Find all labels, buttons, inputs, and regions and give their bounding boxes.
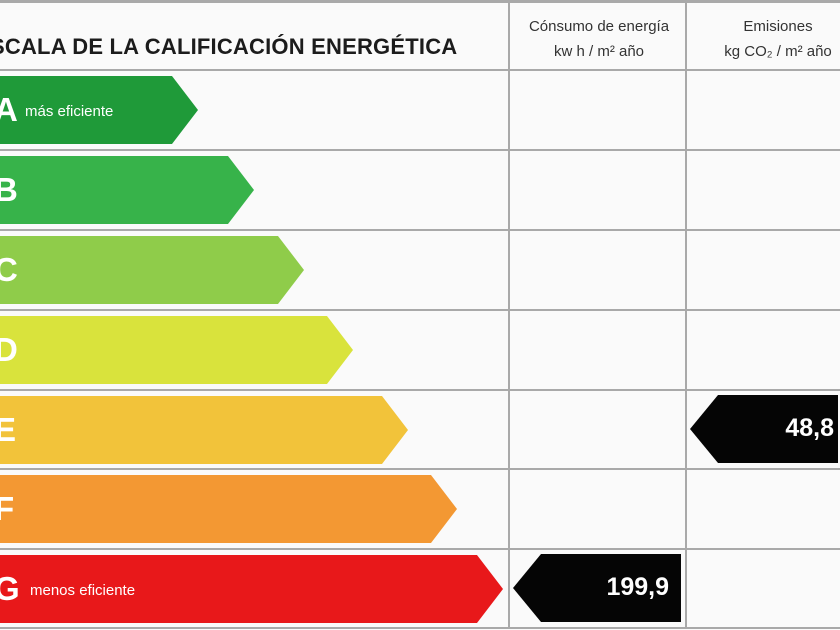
grade-label: menos eficiente (30, 582, 136, 599)
grade-letter: A (0, 91, 18, 128)
grid-top-line (0, 0, 840, 2)
grade-arrow-shape (0, 555, 503, 623)
grade-letter: B (0, 171, 18, 208)
emissions-header-line1: Emisiones (743, 18, 813, 35)
grade-label: más eficiente (25, 103, 114, 120)
emissions-marker-value: 48,8 (785, 414, 834, 442)
consumption-header-line1: Cónsumo de energía (528, 18, 670, 35)
grid-hline (0, 627, 840, 629)
grid-hline (0, 149, 840, 151)
chart-title: SCALA DE LA CALIFICACIÓN ENERGÉTICA (0, 34, 458, 59)
grade-letter: G (0, 570, 20, 607)
grade-letter: E (0, 411, 17, 448)
grade-letter: D (0, 331, 18, 368)
grid-hline (0, 468, 840, 470)
consumption-header-line2: kw h / m² año (553, 43, 645, 60)
grade-arrow-f: F (0, 475, 457, 543)
emissions-marker-shape (690, 395, 838, 463)
grid-hline (0, 1, 840, 3)
grid-hline (0, 389, 840, 391)
grade-arrow-shape (0, 316, 353, 384)
emissions-header: Emisiones kg CO₂ / m² año (690, 14, 840, 64)
grade-arrow-d: D (0, 316, 353, 384)
grid-vline (508, 2, 510, 628)
grid-vline (685, 2, 687, 628)
consumption-marker-shape (513, 554, 681, 622)
consumption-marker: 199,9 (513, 554, 681, 627)
grade-arrow-shape (0, 236, 304, 304)
grade-arrow-shape (0, 156, 254, 224)
grade-arrow-shape (0, 76, 198, 144)
consumption-header: Cónsumo de energía kw h / m² año (512, 14, 686, 64)
grid-hline (0, 229, 840, 231)
grade-arrow-b: B (0, 156, 254, 224)
grade-arrow-c: C (0, 236, 304, 304)
grade-arrow-shape (0, 475, 457, 543)
emissions-marker: 48,8 (690, 395, 838, 468)
grade-letter: C (0, 251, 18, 288)
grid-hline (0, 69, 840, 71)
grade-arrow-e: E (0, 396, 408, 464)
grade-arrow-shape (0, 396, 408, 464)
grid-hline (0, 309, 840, 311)
grade-letter: F (0, 490, 15, 527)
grid-hline (0, 548, 840, 550)
consumption-marker-value: 199,9 (606, 573, 669, 601)
emissions-header-line2: kg CO₂ / m² año (724, 43, 832, 60)
